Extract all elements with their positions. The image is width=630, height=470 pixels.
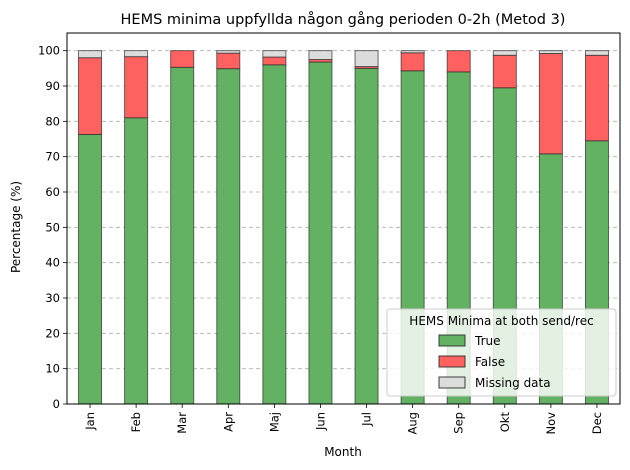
- x-tick-label: Sep: [452, 412, 466, 434]
- y-tick-label: 50: [45, 220, 60, 234]
- y-axis-label: Percentage (%): [9, 181, 23, 273]
- bar-false-sep: [446, 50, 471, 73]
- bar-false-aug: [400, 52, 425, 72]
- bar-missing-data-jul: [354, 50, 379, 68]
- x-tick-label: Jun: [313, 412, 327, 431]
- legend-title: HEMS Minima at both send/rec: [409, 314, 593, 328]
- bar-missing-data-apr: [216, 50, 241, 54]
- bar-true-mar: [170, 66, 195, 405]
- x-tick-label: Okt: [498, 412, 512, 433]
- bar-false-okt: [492, 54, 517, 89]
- x-tick-label: Apr: [221, 412, 235, 432]
- chart-title: HEMS minima uppfyllda någon gång periode…: [121, 11, 566, 28]
- gridlines: [67, 50, 620, 405]
- y-tick-label: 70: [45, 150, 60, 164]
- bar-missing-data-jun: [308, 50, 333, 60]
- x-tick-label: Maj: [267, 412, 281, 432]
- bar-false-nov: [538, 53, 563, 155]
- x-tick-label: Mar: [175, 412, 189, 434]
- y-tick-label: 40: [45, 256, 60, 270]
- bar-false-dec: [584, 54, 609, 142]
- y-tick-label: 90: [45, 79, 60, 93]
- legend-label: Missing data: [475, 376, 551, 390]
- x-tick-label: Jan: [83, 412, 97, 431]
- bar-false-jan: [78, 57, 103, 135]
- bar-missing-data-jan: [78, 50, 103, 59]
- bars: [78, 50, 609, 405]
- y-tick-label: 0: [53, 397, 60, 411]
- x-tick-label: Aug: [406, 412, 420, 434]
- legend-label: False: [475, 355, 505, 369]
- bar-true-apr: [216, 68, 241, 405]
- y-axis-ticks: 0 10 20 30 40 50 60 70 80 90 100: [38, 44, 67, 411]
- bar-true-jul: [354, 67, 379, 405]
- y-tick-label: 10: [45, 362, 60, 376]
- legend-swatch: [438, 334, 466, 347]
- legend-swatch: [438, 355, 466, 368]
- bar-true-maj: [262, 64, 287, 405]
- bar-missing-data-feb: [124, 50, 149, 58]
- x-axis-ticks: Jan Feb Mar Apr Maj Jun Jul Aug Sep Okt Nov Dec: [83, 404, 604, 434]
- y-tick-label: 30: [45, 291, 60, 305]
- legend-swatch: [438, 376, 466, 389]
- bar-false-mar: [170, 50, 195, 68]
- legend: HEMS Minima at both send/rec True False Mis…: [386, 308, 617, 397]
- x-tick-label: Dec: [590, 412, 604, 434]
- legend-label: True: [474, 334, 501, 348]
- bar-missing-data-nov: [538, 50, 563, 54]
- y-tick-label: 80: [45, 114, 60, 128]
- y-tick-label: 60: [45, 185, 60, 199]
- x-tick-label: Nov: [544, 412, 558, 435]
- bar-missing-data-aug: [400, 50, 425, 54]
- bar-missing-data-dec: [584, 50, 609, 56]
- x-tick-label: Jul: [360, 412, 374, 427]
- bar-true-jan: [78, 133, 103, 405]
- bar-missing-data-maj: [262, 50, 287, 58]
- bar-false-apr: [216, 52, 241, 70]
- x-tick-label: Feb: [129, 412, 143, 432]
- bar-false-feb: [124, 56, 149, 119]
- x-axis-label: Month: [324, 445, 362, 459]
- legend-box: [386, 308, 617, 397]
- y-tick-label: 100: [38, 44, 60, 58]
- axes: [66, 32, 621, 405]
- bar-true-feb: [124, 117, 149, 405]
- bar-false-maj: [262, 56, 287, 66]
- bar-true-jun: [308, 61, 333, 405]
- bar-missing-data-okt: [492, 50, 517, 56]
- plot-frame: [66, 32, 621, 405]
- y-tick-label: 20: [45, 326, 60, 340]
